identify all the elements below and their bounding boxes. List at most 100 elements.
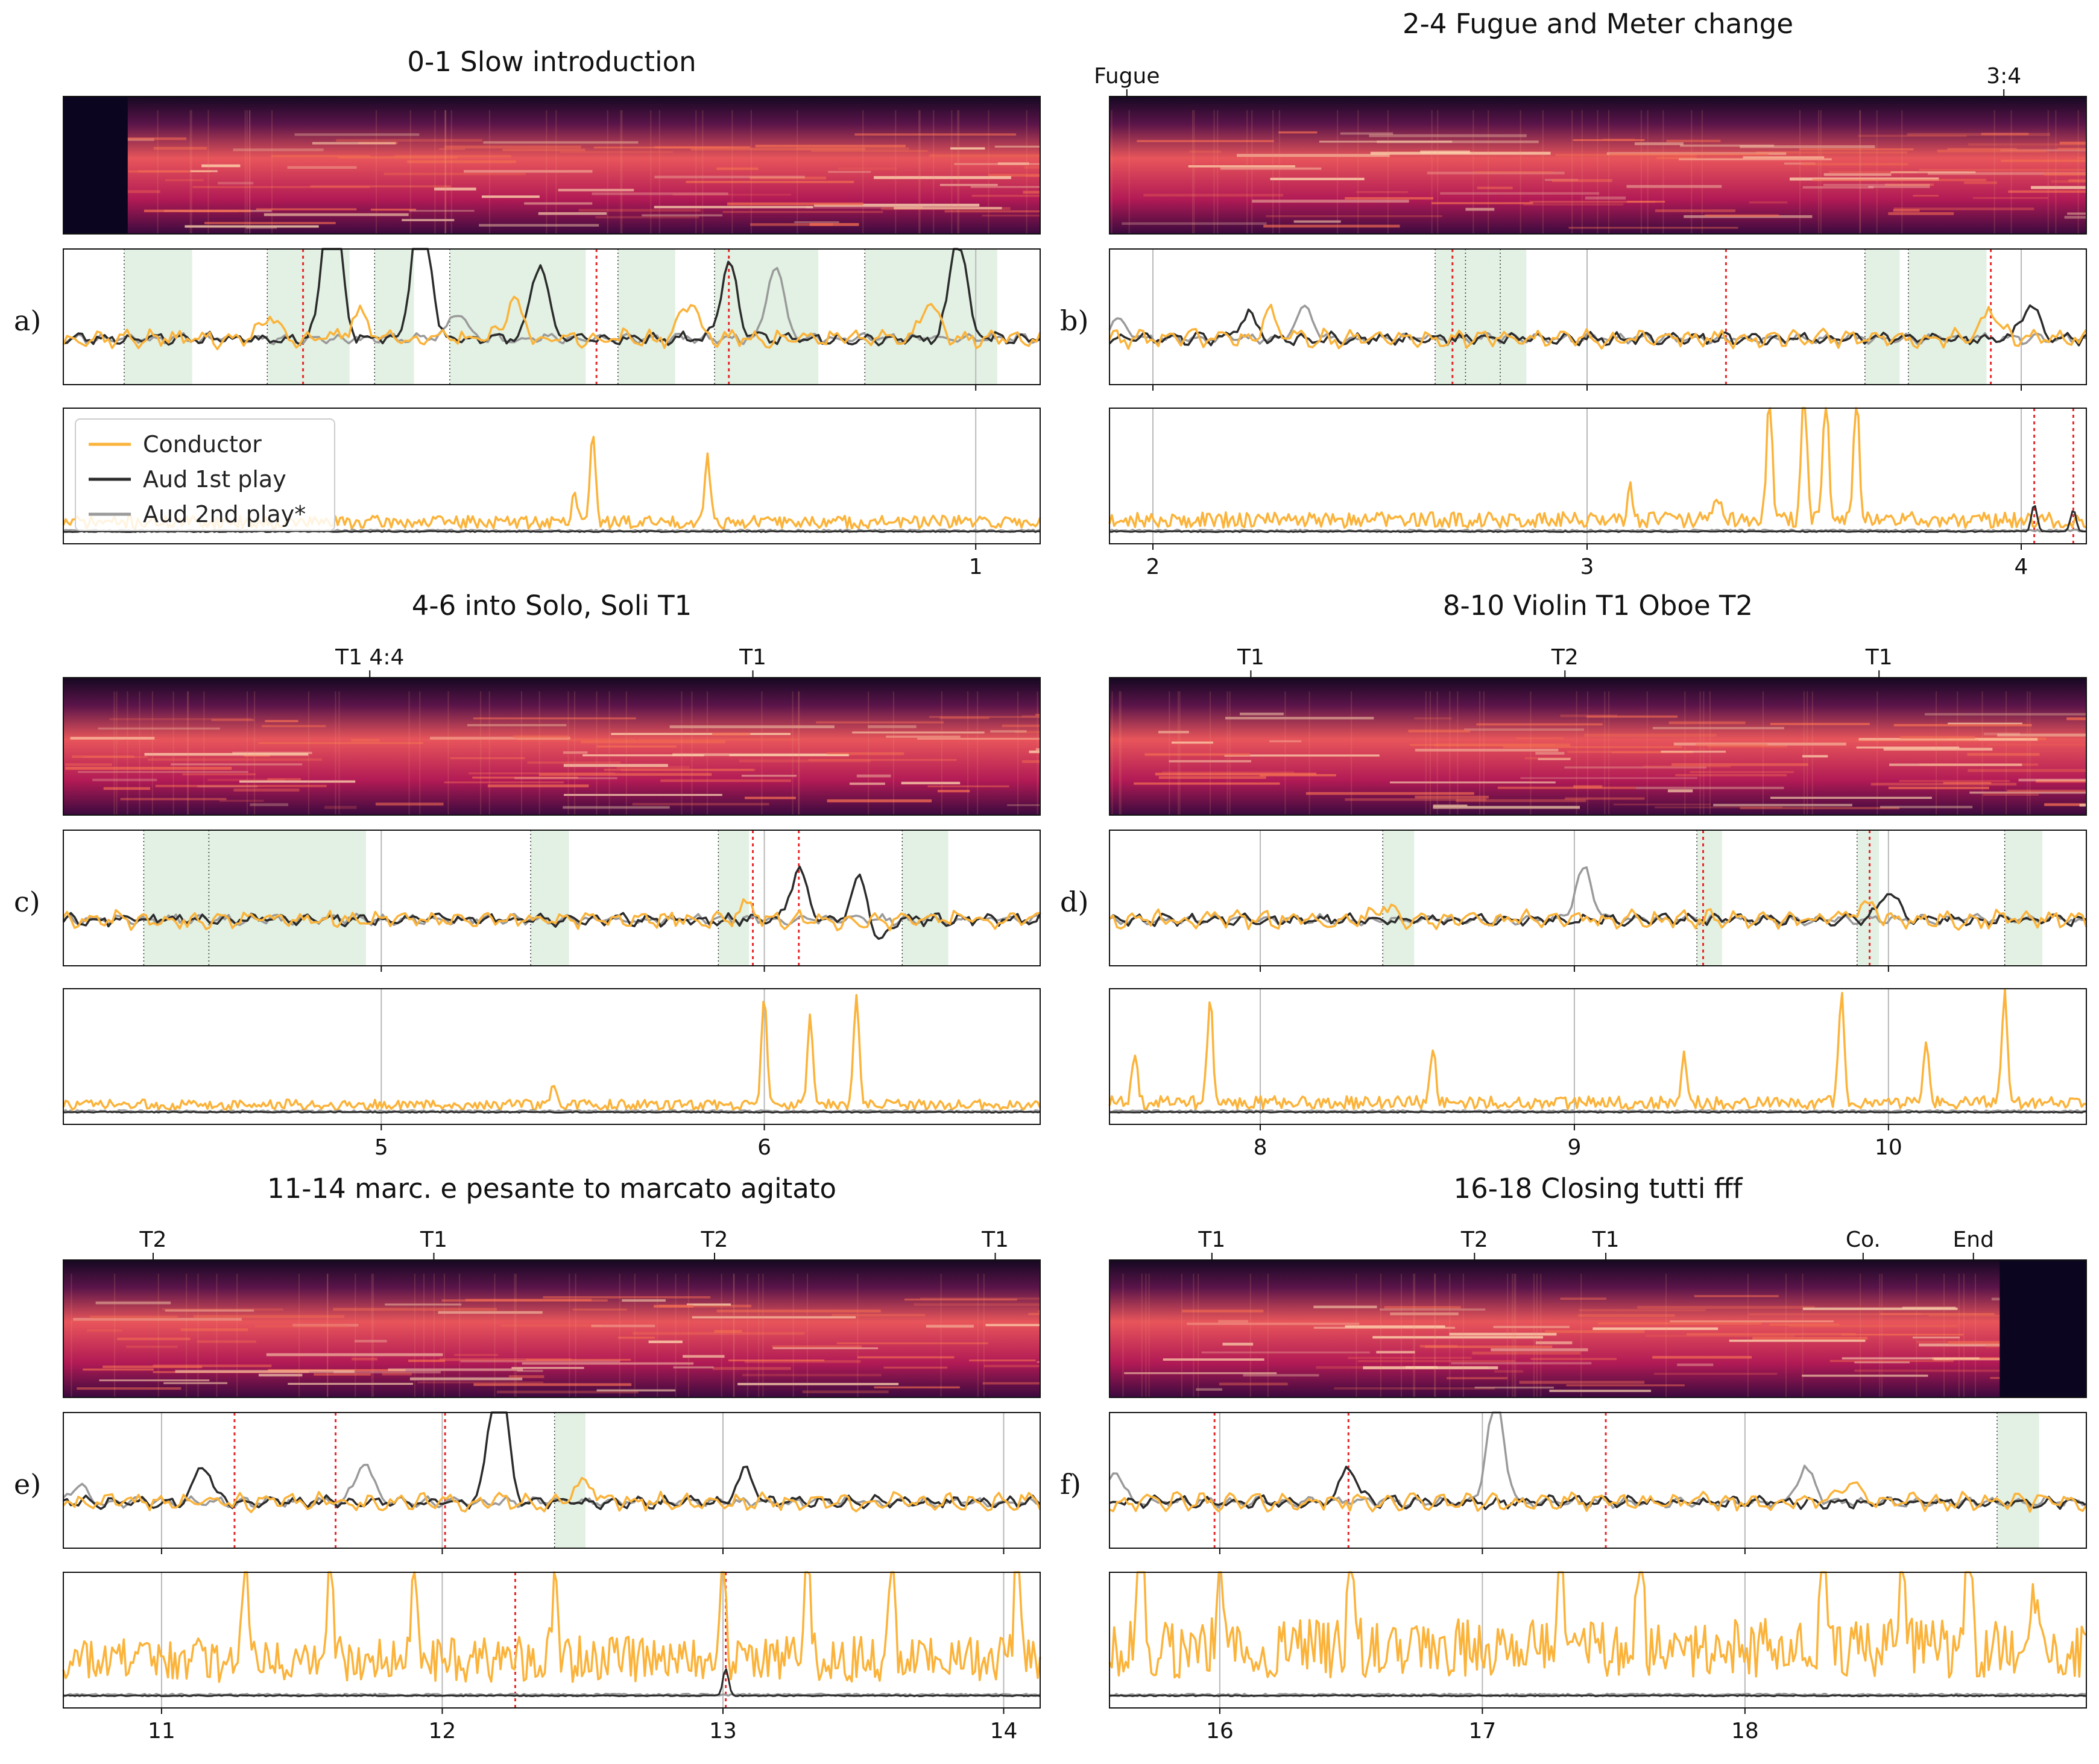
shaded-region (531, 830, 569, 966)
shaded-region (1435, 249, 1466, 385)
onset-line (515, 1273, 517, 1397)
spectral-streak (65, 766, 232, 770)
spectral-streak (1196, 1388, 1223, 1391)
onset-line (326, 1273, 328, 1397)
spectral-streak (1568, 227, 1738, 229)
spectral-streak (1538, 758, 1571, 760)
onset-line (1879, 1273, 1881, 1397)
spectral-streak (1679, 158, 1832, 160)
spectral-streak (1122, 222, 1267, 225)
spectral-streak (1158, 731, 1189, 734)
spectral-streak (144, 752, 309, 756)
spectral-streak (487, 784, 589, 787)
spectral-streak (970, 186, 1040, 188)
onset-line (1401, 1273, 1403, 1397)
spectral-streak (1652, 726, 1784, 729)
onset-line (1597, 110, 1599, 234)
onset-line (114, 1273, 116, 1397)
spectral-streak (1694, 1295, 1779, 1297)
spectral-streak (874, 176, 1011, 179)
spectral-streak (1134, 782, 1280, 785)
spectral-streak (1770, 723, 1870, 725)
spectral-streak (1263, 224, 1400, 228)
axes-frame (63, 988, 1041, 1125)
onset-line (1145, 1273, 1147, 1397)
spectral-streak (265, 720, 298, 722)
onset-line (433, 1273, 435, 1397)
onset-line (977, 1273, 979, 1397)
spectral-streak (1384, 1306, 1461, 1309)
spectral-streak (692, 1316, 856, 1318)
onset-line (1646, 691, 1648, 815)
shaded-region (617, 249, 675, 385)
onset-line (762, 1273, 764, 1397)
spectrogram-frame (63, 677, 1041, 816)
spectral-streak (65, 763, 112, 766)
onset-line (308, 691, 309, 815)
spectral-streak (233, 788, 300, 792)
shaded-region (1996, 1413, 2039, 1548)
conductor-line (1108, 900, 2088, 931)
spectral-streak (1389, 781, 1556, 784)
spectral-streak (642, 214, 723, 216)
spectral-streak (144, 209, 251, 213)
spectral-streak (660, 779, 791, 783)
spectral-streak (1637, 1306, 1815, 1309)
spectral-streak (714, 1330, 742, 1333)
aud-1st-play-line (63, 530, 1041, 533)
spectral-streak (78, 770, 248, 773)
onset-line (1665, 1273, 1667, 1397)
spectral-streak (1680, 144, 1775, 147)
spectral-streak (1823, 173, 1892, 176)
panel-title: 11-14 marc. e pesante to marcato agitato (267, 1173, 836, 1205)
onset-line (2029, 691, 2031, 815)
spectral-streak (1224, 754, 1380, 757)
onset-line (1226, 691, 1228, 815)
spectral-streak (429, 737, 570, 740)
onset-line (1017, 691, 1019, 815)
x-tick-label: 10 (1875, 1135, 1902, 1160)
spectral-streak (1675, 773, 1787, 776)
onset-line (1811, 691, 1813, 815)
onset-line (1975, 1273, 1977, 1397)
onset-line (721, 1273, 722, 1397)
spectral-streak (1968, 769, 2086, 772)
onset-line (761, 691, 763, 815)
spectral-streak (1278, 131, 1318, 134)
spectral-streak (1880, 1313, 1995, 1315)
spectral-streak (1220, 167, 1322, 170)
spectral-streak (2031, 186, 2086, 189)
spectral-streak (1749, 1312, 1922, 1315)
onset-line (207, 110, 209, 234)
spectral-streak (1163, 1358, 1264, 1361)
spectral-streak (563, 751, 588, 754)
spectral-streak (370, 209, 416, 211)
spectral-streak (333, 1370, 441, 1374)
spectral-streak (690, 148, 866, 151)
legend-label: Conductor (143, 431, 262, 458)
spectral-streak (1740, 145, 1875, 148)
spectral-streak (350, 739, 380, 742)
spectral-streak (1182, 1309, 1264, 1313)
spectral-streak (1856, 739, 1979, 742)
spectral-streak (2018, 778, 2086, 782)
onset-line (977, 691, 979, 815)
spectral-streak (1021, 715, 1040, 718)
spectral-streak (95, 1301, 171, 1305)
segment-marker: Fugue (1094, 64, 1160, 89)
spectral-streak (1007, 804, 1040, 807)
spectral-streak (271, 155, 370, 157)
onset-line (271, 110, 273, 234)
spectral-streak (70, 737, 155, 740)
spectral-streak (809, 222, 859, 226)
onset-line (1436, 691, 1438, 815)
panel-label: c) (14, 886, 40, 918)
spectral-streak (1947, 148, 2017, 150)
legend-box (75, 418, 335, 531)
spectral-streak (103, 787, 151, 790)
onset-line (139, 691, 140, 815)
spectral-streak (232, 751, 312, 754)
spectral-streak (1802, 1375, 1928, 1377)
spectral-streak (1035, 714, 1040, 716)
spectral-streak (72, 755, 134, 758)
